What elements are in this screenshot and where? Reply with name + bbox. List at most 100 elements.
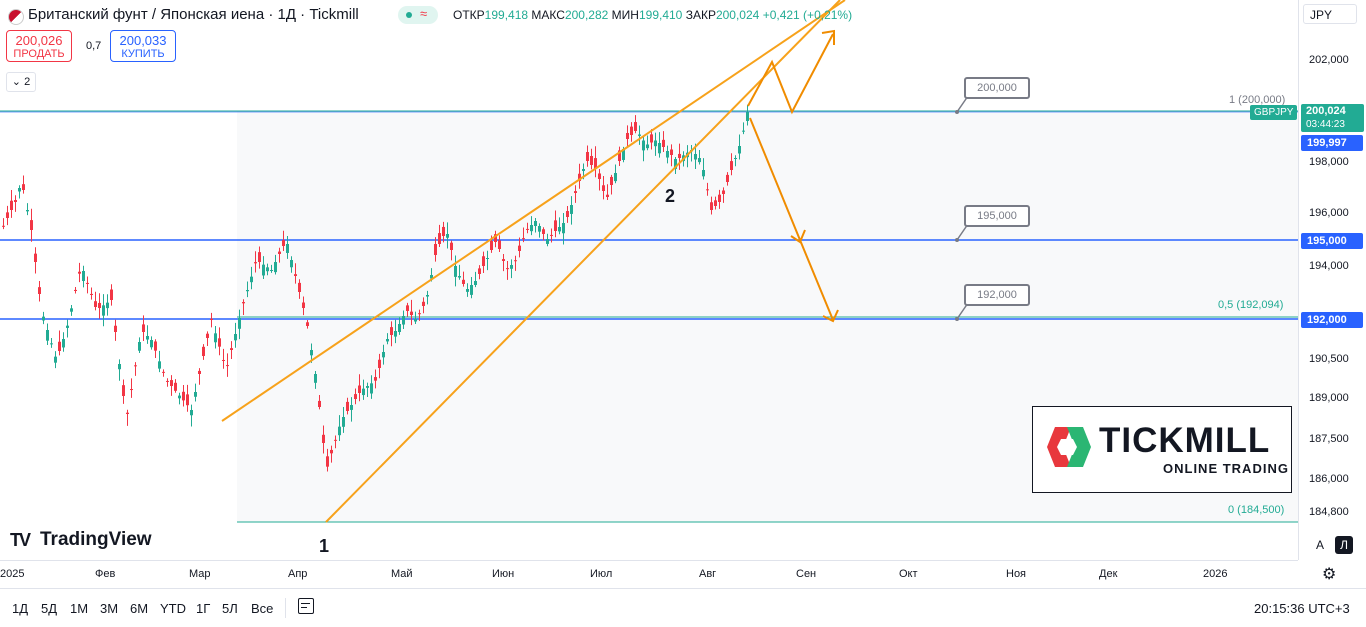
- candle-body: [74, 289, 77, 291]
- tf-ytd[interactable]: YTD: [160, 601, 186, 616]
- settings-gear-icon[interactable]: ⚙: [1322, 566, 1337, 583]
- candle-body: [342, 417, 345, 427]
- candle-body: [126, 412, 129, 414]
- candle-body: [34, 253, 37, 262]
- callout-200[interactable]: 200,000: [964, 77, 1030, 99]
- chart-area[interactable]: Британский фунт / Японская иена · 1Д · T…: [0, 0, 1298, 560]
- channel-upper[interactable]: [221, 0, 846, 422]
- candle-body: [2, 225, 5, 227]
- candle-body: [678, 153, 681, 158]
- symbol-title[interactable]: Британский фунт / Японская иена · 1Д · T…: [28, 6, 359, 23]
- candle-body: [190, 410, 193, 416]
- candle-body: [738, 146, 741, 154]
- candle-body: [38, 287, 41, 294]
- tf-5d[interactable]: 5Д: [41, 601, 58, 616]
- candle-body: [534, 221, 537, 227]
- callout-192[interactable]: 192,000: [964, 284, 1030, 306]
- tf-6m[interactable]: 6М: [130, 601, 149, 616]
- price-chart[interactable]: [0, 0, 1298, 560]
- candle-body: [406, 305, 409, 311]
- bottom-toolbar: 1Д 5Д 1М 3М 6М YTD 1Г 5Л Все 20:15:36 UT…: [0, 588, 1366, 627]
- candle-body: [614, 173, 617, 182]
- candle-body: [314, 374, 317, 383]
- candle-body: [174, 382, 177, 391]
- candle-body: [510, 265, 513, 269]
- candle-body: [134, 365, 137, 367]
- time-label: Сен: [796, 568, 817, 580]
- candle-body: [290, 260, 293, 268]
- candle-body: [62, 339, 65, 348]
- candle-body: [222, 359, 225, 361]
- candle-body: [338, 426, 341, 436]
- candle-body: [390, 327, 393, 335]
- candle-body: [490, 240, 493, 250]
- tf-1m[interactable]: 1М: [70, 601, 89, 616]
- time-label: Май: [391, 568, 413, 580]
- price-label-192000: 192,000: [1301, 312, 1363, 328]
- candle-body: [26, 210, 29, 212]
- candle-body: [566, 211, 569, 217]
- candle-body: [570, 205, 573, 214]
- candle-body: [662, 139, 665, 147]
- candle-body: [250, 276, 253, 283]
- buy-button[interactable]: 200,033 КУПИТЬ: [110, 30, 176, 62]
- candle-body: [194, 392, 197, 397]
- tf-5y[interactable]: 5Л: [222, 601, 238, 616]
- candle-body: [730, 161, 733, 170]
- candle-body: [42, 316, 45, 321]
- clock-timezone[interactable]: 20:15:36 UTC+3: [1254, 601, 1350, 616]
- tf-1y[interactable]: 1Г: [196, 601, 211, 616]
- tf-all[interactable]: Все: [251, 601, 274, 616]
- candle-body: [86, 282, 89, 284]
- candle-body: [542, 229, 545, 234]
- candle-body: [306, 322, 309, 326]
- candle-body: [646, 144, 649, 149]
- time-axis[interactable]: 2025 Фев Мар Апр Май Июн Июл Авг Сен Окт…: [0, 560, 1336, 589]
- candle-body: [118, 364, 121, 370]
- candle-body: [50, 343, 53, 345]
- candle-body: [18, 188, 21, 192]
- candle-body: [142, 324, 145, 332]
- channel-lower[interactable]: [325, 0, 841, 523]
- auto-scale-button[interactable]: A: [1315, 538, 1324, 552]
- candle-body: [302, 302, 305, 308]
- candle-body: [254, 262, 257, 264]
- sell-button[interactable]: 200,026 ПРОДАТЬ: [6, 30, 72, 62]
- candle-body: [322, 434, 325, 443]
- callout-195[interactable]: 195,000: [964, 205, 1030, 227]
- candle-body: [82, 271, 85, 282]
- candle-body: [518, 245, 521, 251]
- tick-194000: 194,000: [1309, 260, 1349, 272]
- log-scale-button[interactable]: Л: [1335, 536, 1353, 554]
- candle-body: [618, 150, 621, 161]
- tickmill-emblem-icon: [1047, 427, 1091, 467]
- candle-body: [334, 439, 337, 441]
- candle-body: [714, 200, 717, 206]
- candle-body: [642, 140, 645, 151]
- chevron-down-icon: ⌄: [11, 76, 22, 88]
- time-label: Апр: [288, 568, 308, 580]
- candle-body: [110, 289, 113, 300]
- candle-body: [274, 262, 277, 273]
- collapse-indicators-button[interactable]: ⌄ 2: [6, 72, 36, 92]
- sell-label: ПРОДАТЬ: [13, 48, 65, 60]
- time-label: 2026: [1203, 568, 1228, 580]
- wave-icon: ≈: [420, 6, 428, 21]
- tick-189000: 189,000: [1309, 392, 1349, 404]
- currency-select[interactable]: JPY: [1303, 4, 1357, 24]
- candle-body: [442, 226, 445, 236]
- candle-body: [474, 281, 477, 285]
- candle-body: [726, 174, 729, 182]
- price-scale[interactable]: JPY 202,000 198,000 196,000 194,000 190,…: [1250, 0, 1366, 560]
- candle-body: [258, 252, 261, 262]
- candle-body: [626, 132, 629, 139]
- tickmill-sub: ONLINE TRADING: [1163, 461, 1289, 476]
- candle-body: [702, 170, 705, 177]
- candle-body: [78, 271, 81, 274]
- tf-1d[interactable]: 1Д: [12, 601, 29, 616]
- tf-3m[interactable]: 3М: [100, 601, 119, 616]
- calendar-range-icon[interactable]: [298, 598, 314, 614]
- projection-up[interactable]: [747, 33, 834, 115]
- candle-body: [238, 318, 241, 329]
- candle-body: [458, 276, 461, 278]
